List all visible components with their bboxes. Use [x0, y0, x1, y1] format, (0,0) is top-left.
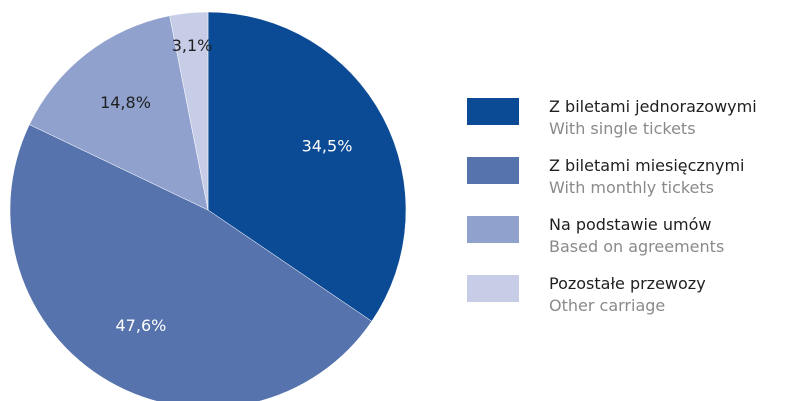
pie-label-single-tickets: 34,5%: [302, 136, 353, 155]
legend-label-en: Based on agreements: [549, 237, 725, 256]
legend-label-pl: Z biletami miesięcznymi: [549, 156, 745, 175]
legend-label-pl: Na podstawie umów: [549, 215, 712, 234]
pie-slice-single-tickets: [207, 11, 407, 322]
legend-label-pl: Pozostałe przewozy: [549, 274, 706, 293]
legend-swatch-agreements: [467, 216, 519, 243]
legend-item-other-carriage: Pozostałe przewozy Other carriage: [467, 273, 757, 332]
legend-item-agreements: Na podstawie umów Based on agreements: [467, 214, 757, 273]
legend-text-other-carriage: Pozostałe przewozy Other carriage: [549, 273, 706, 317]
legend-swatch-other-carriage: [467, 275, 519, 302]
legend-swatch-monthly-tickets: [467, 157, 519, 184]
legend-label-en: Other carriage: [549, 296, 666, 315]
legend-item-single-tickets: Z biletami jednorazowymi With single tic…: [467, 96, 757, 155]
legend-label-pl: Z biletami jednorazowymi: [549, 97, 757, 116]
legend-swatch-single-tickets: [467, 98, 519, 125]
legend-text-single-tickets: Z biletami jednorazowymi With single tic…: [549, 96, 757, 140]
pie-chart: 34,5% 47,6% 14,8% 3,1%: [9, 11, 407, 401]
legend-item-monthly-tickets: Z biletami miesięcznymi With monthly tic…: [467, 155, 757, 214]
pie-label-agreements: 14,8%: [100, 93, 151, 112]
pie-slice-monthly-tickets: [9, 124, 373, 401]
legend-text-agreements: Na podstawie umów Based on agreements: [549, 214, 724, 258]
pie-slice-other-carriage: [169, 11, 209, 211]
legend-label-en: With single tickets: [549, 119, 696, 138]
pie-labels: 34,5% 47,6% 14,8% 3,1%: [100, 36, 352, 335]
pie-slices: [9, 11, 407, 401]
pie-slice-agreements: [29, 15, 209, 211]
pie-label-monthly-tickets: 47,6%: [116, 316, 167, 335]
legend: Z biletami jednorazowymi With single tic…: [467, 96, 757, 332]
legend-label-en: With monthly tickets: [549, 178, 715, 197]
legend-text-monthly-tickets: Z biletami miesięcznymi With monthly tic…: [549, 155, 744, 199]
pie-label-other-carriage: 3,1%: [172, 36, 213, 55]
